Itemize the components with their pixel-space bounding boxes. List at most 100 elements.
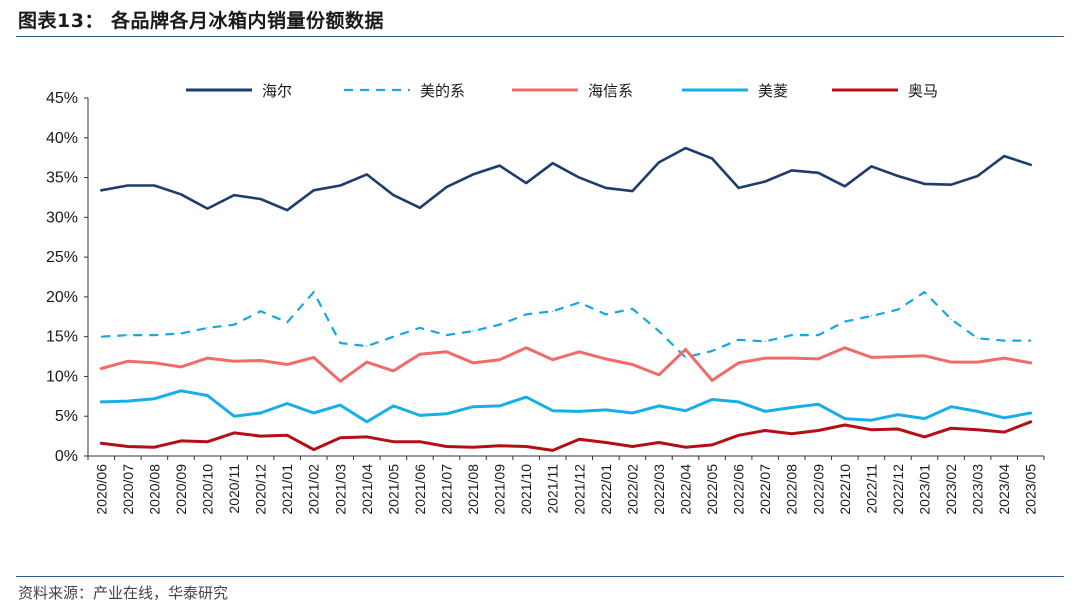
title-divider xyxy=(16,36,1064,37)
data-point xyxy=(499,445,501,447)
data-point xyxy=(206,327,209,329)
data-point xyxy=(977,175,979,177)
data-point xyxy=(206,441,209,443)
data-point xyxy=(552,359,554,361)
x-tick-label: 2021/09 xyxy=(492,464,508,515)
data-point xyxy=(791,169,793,171)
data-point xyxy=(844,418,846,420)
data-point xyxy=(206,357,209,359)
data-point xyxy=(366,421,368,423)
data-point xyxy=(499,359,501,361)
data-point xyxy=(1030,421,1032,423)
data-point xyxy=(764,357,766,359)
data-point xyxy=(977,410,979,413)
data-point xyxy=(870,429,872,431)
data-point xyxy=(339,380,341,382)
data-point xyxy=(552,449,554,452)
data-point xyxy=(499,405,501,407)
data-point xyxy=(605,313,607,315)
data-point xyxy=(153,334,155,336)
data-point xyxy=(950,318,952,320)
data-point xyxy=(684,446,687,448)
data-point xyxy=(711,398,713,401)
x-tick-label: 2022/12 xyxy=(890,464,906,515)
data-point xyxy=(897,309,899,311)
data-point xyxy=(445,445,448,448)
data-point xyxy=(472,173,474,175)
data-point xyxy=(977,361,979,363)
data-point xyxy=(1003,357,1005,359)
data-point xyxy=(339,404,341,406)
data-point xyxy=(419,353,421,355)
y-tick-label: 30% xyxy=(46,209,78,226)
data-point xyxy=(100,336,102,338)
data-point xyxy=(631,190,633,192)
series-line xyxy=(99,420,1033,452)
data-point xyxy=(1003,417,1005,419)
data-point xyxy=(870,165,872,168)
data-point xyxy=(844,424,846,426)
x-tick-label: 2021/12 xyxy=(571,464,587,515)
data-point xyxy=(1003,155,1005,157)
data-point xyxy=(233,194,235,196)
data-point xyxy=(764,340,766,343)
data-point xyxy=(923,291,926,293)
y-tick-label: 15% xyxy=(46,329,78,346)
data-point xyxy=(206,207,209,210)
data-point xyxy=(605,187,607,189)
x-tick-label: 2023/01 xyxy=(917,464,933,515)
data-point xyxy=(206,394,209,397)
data-point xyxy=(339,437,341,439)
x-tick-label: 2021/03 xyxy=(332,464,348,515)
data-point xyxy=(153,362,155,364)
data-point xyxy=(127,400,129,402)
data-point xyxy=(1030,362,1032,364)
data-point xyxy=(605,358,607,360)
data-point xyxy=(684,348,687,350)
x-tick-label: 2022/07 xyxy=(757,464,773,515)
data-point xyxy=(844,320,846,323)
x-tick-label: 2022/10 xyxy=(837,464,853,515)
x-tick-label: 2021/10 xyxy=(518,464,534,515)
data-point xyxy=(392,194,394,196)
data-point xyxy=(1003,431,1005,433)
data-point xyxy=(472,406,474,408)
x-tick-label: 2022/06 xyxy=(731,464,747,515)
data-point xyxy=(419,441,421,443)
x-tick-label: 2021/01 xyxy=(279,464,295,515)
data-point xyxy=(100,442,102,444)
data-point xyxy=(950,427,952,429)
data-point xyxy=(366,361,368,363)
data-point xyxy=(445,334,448,336)
data-point xyxy=(127,334,129,336)
x-tick-label: 2021/11 xyxy=(545,464,561,514)
data-point xyxy=(897,175,899,177)
legend-label: 海尔 xyxy=(262,82,292,100)
series-line xyxy=(99,389,1033,424)
y-tick-label: 45% xyxy=(46,90,78,107)
series-line xyxy=(100,146,1032,212)
data-point xyxy=(791,433,793,435)
y-tick-label: 0% xyxy=(55,448,78,465)
data-point xyxy=(100,367,102,370)
data-point xyxy=(419,414,421,417)
data-point xyxy=(658,330,660,332)
x-tick-label: 2021/05 xyxy=(385,464,401,515)
x-tick-label: 2022/05 xyxy=(704,464,720,515)
series-line xyxy=(101,291,1031,359)
y-tick-label: 10% xyxy=(46,368,78,385)
x-tick-label: 2021/02 xyxy=(306,464,322,515)
y-tick-label: 20% xyxy=(46,289,78,306)
data-point xyxy=(260,310,262,312)
x-tick-label: 2022/09 xyxy=(810,464,826,515)
x-tick-label: 2022/02 xyxy=(624,464,640,515)
data-point xyxy=(180,193,182,195)
data-point xyxy=(977,429,979,431)
data-point xyxy=(313,449,315,451)
data-point xyxy=(578,176,580,179)
data-point xyxy=(260,412,262,414)
x-tick-label: 2020/12 xyxy=(253,464,269,515)
data-point xyxy=(684,410,687,412)
y-tick-label: 25% xyxy=(46,249,78,266)
data-point xyxy=(578,351,580,353)
